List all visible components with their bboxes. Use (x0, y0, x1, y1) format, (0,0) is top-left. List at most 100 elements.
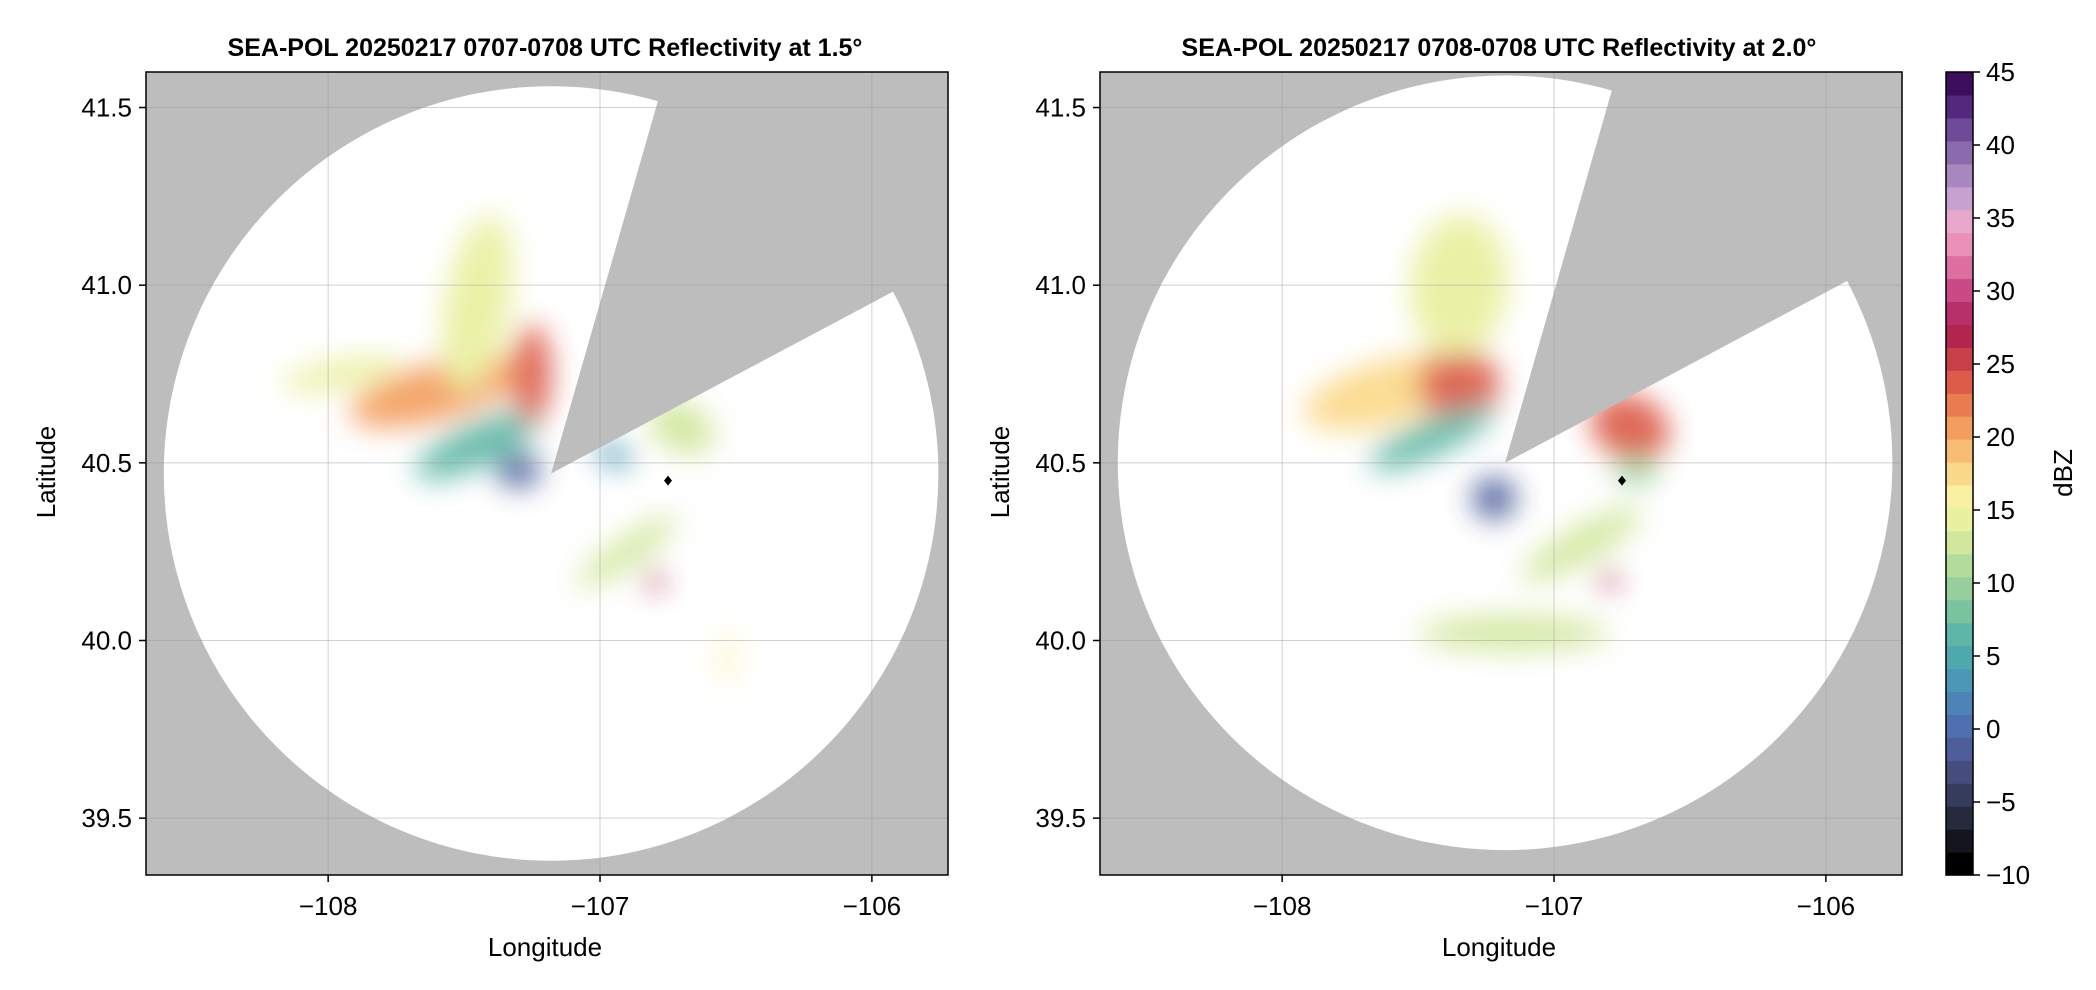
colorbar-swatch (1946, 507, 1973, 532)
echo-region (1600, 569, 1617, 591)
colorbar-swatch (1946, 737, 1973, 761)
colorbar: 45 40 35 30 25 20 15 10 5 0 −5 −10 dBZ (1945, 57, 2078, 890)
echo-region (1409, 214, 1509, 357)
colorbar-tick-label: 45 (1986, 57, 2015, 87)
colorbar-tick-label: 0 (1986, 714, 2000, 744)
colorbar-swatch (1946, 622, 1973, 647)
echo-region (721, 633, 734, 684)
colorbar-swatch (1946, 783, 1973, 807)
echo-region (577, 515, 677, 588)
colorbar-swatch (1946, 553, 1973, 578)
colorbar-swatch (1946, 186, 1973, 211)
colorbar-swatch (1946, 301, 1973, 325)
x-tick-label: −107 (1525, 891, 1584, 921)
colorbar-swatch (1946, 668, 1973, 693)
colorbar-swatch (1946, 370, 1973, 394)
colorbar-swatch (1946, 232, 1973, 257)
colorbar-tick-label: 30 (1986, 276, 2015, 306)
y-tick-label: 41.5 (81, 93, 132, 123)
echo-region (1418, 615, 1609, 652)
echo-region (1613, 455, 1658, 485)
x-tick-label: −108 (299, 891, 358, 921)
colorbar-swatch (1946, 484, 1973, 509)
colorbar-swatch (1946, 530, 1973, 555)
colorbar-swatch (1946, 760, 1973, 784)
colorbar-tick-label: −10 (1986, 860, 2030, 890)
colorbar-tick-label: 40 (1986, 130, 2015, 160)
colorbar-tick-label: 15 (1986, 495, 2015, 525)
colorbar-swatch (1946, 347, 1973, 371)
colorbar-swatch (1946, 714, 1973, 738)
colorbar-tick-label: 10 (1986, 568, 2015, 598)
reflectivity-echoes (282, 215, 734, 684)
colorbar-swatch (1946, 72, 1973, 96)
y-tick-label: 41.0 (81, 270, 132, 300)
y-tick-label: 40.5 (81, 448, 132, 478)
blocked-sector (551, 97, 897, 474)
plot-area: −108 −107 −106 39.5 40.0 40.5 41.0 41.5 (1035, 71, 1903, 921)
plot-area: −108 −107 −106 39.5 40.0 40.5 41.0 41.5 (81, 71, 949, 921)
y-tick-label: 39.5 (1035, 803, 1086, 833)
x-tick-label: −106 (1797, 891, 1856, 921)
y-tick-label: 40.0 (81, 625, 132, 655)
colorbar-swatch (1946, 163, 1973, 188)
colorbar-swatch (1946, 209, 1973, 234)
plot-frame (145, 71, 949, 876)
echo-region (595, 443, 632, 468)
left-radar-panel: SEA-POL 20250217 0707-0708 UTC Reflectiv… (31, 34, 949, 962)
echo-region (646, 569, 663, 591)
echo-region (1590, 393, 1670, 462)
colorbar-swatches (1946, 72, 1973, 876)
y-axis-label: Latitude (31, 426, 61, 519)
colorbar-frame (1945, 71, 1974, 876)
echo-region (442, 215, 514, 391)
x-axis-label: Longitude (488, 932, 602, 962)
colorbar-tick-label: 25 (1986, 349, 2015, 379)
y-tick-label: 39.5 (81, 803, 132, 833)
echo-region (1418, 349, 1500, 421)
x-tick-label: −108 (1253, 891, 1312, 921)
echo-region (496, 452, 541, 488)
colorbar-swatch (1946, 324, 1973, 348)
colorbar-swatch (1946, 393, 1973, 417)
colorbar-swatch (1946, 691, 1973, 715)
echo-region (648, 399, 715, 456)
y-tick-label: 40.5 (1035, 448, 1086, 478)
echo-region (1369, 405, 1494, 471)
y-tick-label: 41.5 (1035, 93, 1086, 123)
chart-title: SEA-POL 20250217 0708-0708 UTC Reflectiv… (1182, 34, 1817, 62)
colorbar-swatch (1946, 645, 1973, 670)
echo-region (513, 324, 552, 424)
x-tick-label: −106 (843, 891, 902, 921)
echo-region (415, 410, 540, 480)
colorbar-swatch (1946, 94, 1973, 119)
colorbar-swatch (1946, 255, 1973, 280)
colorbar-swatch (1946, 576, 1973, 601)
x-tick-label: −107 (571, 891, 630, 921)
colorbar-swatch (1946, 117, 1973, 142)
colorbar-swatch (1946, 416, 1973, 440)
colorbar-label: dBZ (2048, 449, 2078, 497)
echo-region (1472, 477, 1516, 520)
colorbar-swatch (1946, 852, 1973, 876)
colorbar-swatch (1946, 278, 1973, 303)
colorbar-tick-label: 5 (1986, 641, 2000, 671)
colorbar-swatch (1946, 599, 1973, 624)
y-tick-label: 41.0 (1035, 270, 1086, 300)
chart-title: SEA-POL 20250217 0707-0708 UTC Reflectiv… (228, 34, 863, 62)
echo-region (1521, 507, 1641, 582)
colorbar-swatch (1946, 462, 1973, 486)
colorbar-tick-label: 35 (1986, 203, 2015, 233)
colorbar-tick-label: −5 (1986, 787, 2016, 817)
site-marker-icon (1617, 475, 1626, 486)
reflectivity-echoes (1303, 214, 1670, 652)
colorbar-tick-label: 20 (1986, 422, 2015, 452)
colorbar-ticks: 45 40 35 30 25 20 15 10 5 0 −5 −10 (1973, 57, 2030, 890)
y-tick-label: 40.0 (1035, 625, 1086, 655)
colorbar-swatch (1946, 806, 1973, 830)
site-marker-icon (663, 475, 672, 486)
x-axis-label: Longitude (1442, 932, 1556, 962)
y-axis-label: Latitude (985, 426, 1015, 519)
colorbar-swatch (1946, 140, 1973, 165)
